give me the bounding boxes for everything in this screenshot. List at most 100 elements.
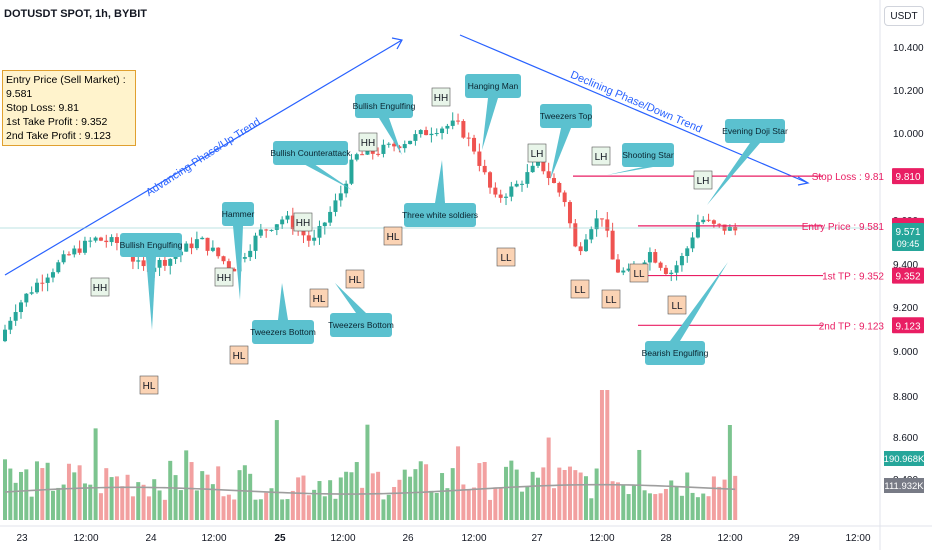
pattern-callout[interactable]: Shooting Star — [607, 143, 674, 175]
pattern-label: Bullish Engulfing — [353, 101, 416, 111]
currency-button[interactable]: USDT — [884, 6, 924, 26]
volume-bar — [695, 497, 700, 520]
y-tick-label: 10.200 — [893, 86, 924, 97]
candle — [482, 159, 487, 175]
swing-label-text: HH — [217, 273, 231, 284]
swing-label: LL — [667, 295, 687, 315]
swing-label: HL — [139, 375, 159, 395]
pattern-label: Hanging Man — [468, 81, 519, 91]
candle — [461, 119, 466, 139]
pattern-callout[interactable]: Tweezers Bottom — [328, 283, 394, 337]
candle — [573, 219, 578, 248]
volume-bar — [157, 490, 162, 520]
volume-bar — [706, 496, 711, 520]
candle — [589, 226, 594, 244]
candle — [221, 255, 226, 265]
volume-ma-line — [4, 483, 736, 495]
swing-label-text: HL — [313, 294, 326, 305]
pattern-label: Bullish Counterattack — [270, 148, 351, 158]
volume-bar — [610, 481, 615, 520]
swing-label: LH — [591, 146, 611, 166]
pattern-callout[interactable]: Bullish Engulfing — [353, 94, 416, 155]
candle — [8, 316, 13, 335]
volume-bar — [125, 474, 130, 520]
volume-bar — [546, 437, 551, 520]
candle — [472, 134, 477, 155]
swing-label: LL — [629, 263, 649, 283]
volume-bar — [242, 465, 247, 520]
pattern-callout[interactable]: Bullish Counterattack — [270, 141, 352, 190]
pattern-label: Tweezers Top — [540, 111, 593, 121]
x-tick-label: 12:00 — [589, 533, 614, 544]
candle — [701, 216, 706, 225]
swing-label: HL — [383, 226, 403, 246]
candle — [562, 190, 567, 207]
x-tick-label: 12:00 — [845, 533, 870, 544]
volume-bar — [621, 484, 626, 520]
volume-bar — [56, 487, 61, 520]
swing-label: LL — [496, 247, 516, 267]
level-label: Stop Loss : 9.81 — [812, 172, 885, 183]
candle — [429, 127, 434, 143]
pattern-callout[interactable]: Tweezers Bottom — [250, 283, 316, 344]
swing-label-text: HL — [387, 232, 400, 243]
candle — [456, 113, 461, 125]
volume-bar — [136, 482, 141, 520]
pattern-callout[interactable]: Hanging Man — [465, 74, 521, 150]
volume-bar — [45, 462, 50, 520]
pattern-callout[interactable]: Hammer — [222, 202, 255, 300]
info-stop-loss: Stop Loss: 9.81 — [6, 102, 79, 114]
pattern-callout[interactable]: Three white soldiers — [402, 160, 478, 227]
candle — [317, 220, 322, 245]
volume-bar — [226, 494, 231, 520]
x-tick-label: 26 — [402, 533, 414, 544]
candle — [706, 213, 711, 223]
candle — [269, 229, 274, 232]
volume-badge-1 — [884, 451, 924, 466]
pattern-callout[interactable]: Tweezers Top — [540, 104, 593, 180]
chart-title: DOTUSDT SPOT, 1h, BYBIT — [4, 8, 148, 20]
volume-bar — [370, 473, 375, 520]
volume-bar — [232, 499, 237, 520]
candle — [312, 229, 317, 246]
volume-bar — [248, 473, 253, 520]
pattern-callout[interactable]: Bullish Engulfing — [120, 233, 183, 330]
candle — [605, 212, 610, 238]
volume-bar — [360, 487, 365, 520]
candle — [557, 181, 562, 197]
x-tick-label: 12:00 — [461, 533, 486, 544]
volume-bar — [184, 450, 189, 520]
candle — [72, 245, 77, 258]
volume-bar — [536, 477, 540, 520]
candle — [386, 142, 391, 148]
pattern-callout[interactable]: Evening Doji Star — [707, 119, 788, 205]
volume-bar — [408, 476, 413, 520]
volume-bar — [669, 480, 674, 520]
volume-bar — [658, 493, 663, 520]
y-tick-label: 10.400 — [893, 43, 924, 54]
candle — [599, 218, 604, 227]
candle — [653, 248, 658, 264]
volume-bar — [376, 471, 381, 520]
volume-bar — [189, 462, 194, 520]
swing-label-text: LL — [633, 269, 645, 280]
volume-bar — [392, 486, 397, 520]
candle — [349, 153, 354, 186]
candle — [232, 267, 237, 272]
volume-bar — [152, 479, 157, 520]
candle — [450, 112, 455, 130]
candle — [242, 252, 247, 263]
candle — [621, 267, 626, 276]
swing-label-text: HH — [93, 283, 107, 294]
volume-bar — [280, 499, 285, 520]
volume-bar — [456, 446, 461, 520]
candle — [50, 268, 55, 283]
pattern-callout[interactable]: Bearish Engulfing — [642, 262, 728, 365]
volume-bar — [258, 499, 263, 520]
volume-bar — [477, 463, 482, 520]
volume-bar — [450, 468, 455, 520]
x-tick-label: 29 — [788, 533, 800, 544]
swing-label: HH — [90, 277, 110, 297]
candle — [45, 273, 50, 292]
